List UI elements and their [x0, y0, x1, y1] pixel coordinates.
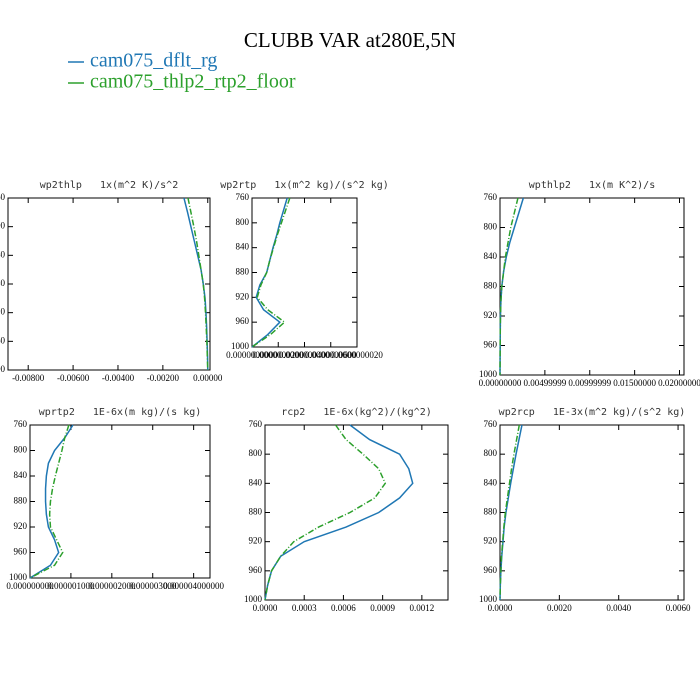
y-tick-label: 960: [249, 565, 263, 575]
y-tick-label: 880: [14, 496, 28, 506]
x-tick-label: 0.00000: [193, 373, 223, 383]
y-tick-label: 920: [249, 536, 263, 546]
y-tick-label: 880: [0, 278, 6, 288]
y-tick-label: 760: [0, 192, 6, 202]
y-tick-label: 760: [14, 419, 28, 429]
y-tick-label: 920: [236, 291, 250, 301]
x-tick-label: 0.0012: [409, 603, 434, 613]
profile-line: [187, 197, 209, 371]
y-tick-label: 840: [484, 477, 498, 487]
y-tick-label: 960: [484, 340, 498, 350]
x-tick-label: 0.0000: [488, 603, 513, 613]
x-tick-label: 0.01500000: [613, 378, 656, 388]
y-tick-label: 1000: [244, 594, 263, 604]
profile-line: [29, 424, 70, 579]
figure-title: CLUBB VAR at280E,5N: [244, 28, 456, 52]
y-tick-label: 760: [249, 419, 263, 429]
x-tick-label: 0.0009: [370, 603, 395, 613]
y-tick-label: 920: [0, 307, 6, 317]
y-tick-label: 840: [14, 470, 28, 480]
y-tick-label: 840: [484, 251, 498, 261]
y-tick-label: 920: [14, 521, 28, 531]
y-tick-label: 1000: [231, 341, 250, 351]
y-tick-label: 880: [236, 267, 250, 277]
x-tick-label: -0.00600: [57, 373, 90, 383]
panel-title: rcp2 1E-6x(kg^2)/(kg^2): [281, 407, 432, 418]
y-tick-label: 960: [236, 316, 250, 326]
x-tick-label: -0.00400: [102, 373, 135, 383]
y-tick-label: 920: [484, 536, 498, 546]
x-tick-label: 0.0000000200: [252, 350, 304, 360]
x-tick-label: 0.0000000020: [331, 350, 383, 360]
y-tick-label: 800: [0, 221, 6, 231]
x-tick-label: 0.000003000: [129, 581, 177, 591]
panel-title: wpthlp2 1x(m K^2)/s: [529, 180, 655, 191]
y-tick-label: 760: [484, 419, 498, 429]
y-tick-label: 960: [14, 547, 28, 557]
y-tick-label: 760: [484, 192, 498, 202]
x-tick-label: 0.000002000: [88, 581, 136, 591]
x-tick-label: 0.000001000: [47, 581, 95, 591]
x-tick-label: 0.0040: [606, 603, 631, 613]
y-tick-label: 1000: [479, 594, 498, 604]
y-tick-label: 1000: [479, 369, 498, 379]
panel-title: wp2thlp 1x(m^2 K)/s^2: [40, 180, 178, 191]
panel-title: wp2rcp 1E-3x(m^2 kg)/(s^2 kg): [499, 407, 686, 418]
y-tick-label: 840: [249, 477, 263, 487]
profile-line: [264, 424, 387, 601]
legend-label: cam075_thlp2_rtp2_floor: [90, 71, 296, 93]
x-tick-label: 0.00499999: [524, 378, 567, 388]
y-tick-label: 880: [484, 507, 498, 517]
x-tick-label: 0.00999999: [568, 378, 611, 388]
y-tick-label: 960: [484, 565, 498, 575]
y-tick-label: 1000: [0, 364, 6, 374]
y-tick-label: 840: [0, 249, 6, 259]
x-tick-label: 0.0003: [292, 603, 317, 613]
x-tick-label: -0.00800: [12, 373, 45, 383]
profile-line: [499, 424, 521, 601]
y-tick-label: 800: [484, 222, 498, 232]
y-tick-label: 920: [484, 310, 498, 320]
x-tick-label: 0.0006: [331, 603, 356, 613]
y-tick-label: 800: [484, 448, 498, 458]
x-tick-label: 0.02000000: [658, 378, 700, 388]
profile-line: [499, 197, 519, 376]
y-tick-label: 1000: [9, 572, 28, 582]
y-tick-label: 800: [249, 448, 263, 458]
profile-line: [29, 424, 74, 579]
y-tick-label: 760: [236, 192, 250, 202]
x-tick-label: 0.000004000000: [163, 581, 224, 591]
x-tick-label: 0.0060: [666, 603, 691, 613]
x-tick-label: 0.00000000: [479, 378, 522, 388]
y-tick-label: 800: [14, 445, 28, 455]
x-tick-label: 0.0000000000: [226, 350, 278, 360]
y-tick-label: 800: [236, 217, 250, 227]
x-tick-label: 0.000000000: [6, 581, 54, 591]
panel-title: wp2rtp 1x(m^2 kg)/(s^2 kg): [220, 180, 389, 191]
y-tick-label: 840: [236, 242, 250, 252]
x-tick-label: 0.0000000400: [279, 350, 331, 360]
x-tick-label: -0.00200: [147, 373, 180, 383]
panel-title: wprtp2 1E-6x(m kg)/(s kg): [39, 407, 202, 418]
x-tick-label: 0.0000000600: [305, 350, 357, 360]
y-tick-label: 960: [0, 335, 6, 345]
x-tick-label: 0.0000: [253, 603, 278, 613]
y-tick-label: 880: [484, 281, 498, 291]
legend-label: cam075_dflt_rg: [90, 50, 217, 72]
x-tick-label: 0.0020: [547, 603, 572, 613]
y-tick-label: 880: [249, 507, 263, 517]
profile-line: [251, 197, 291, 348]
